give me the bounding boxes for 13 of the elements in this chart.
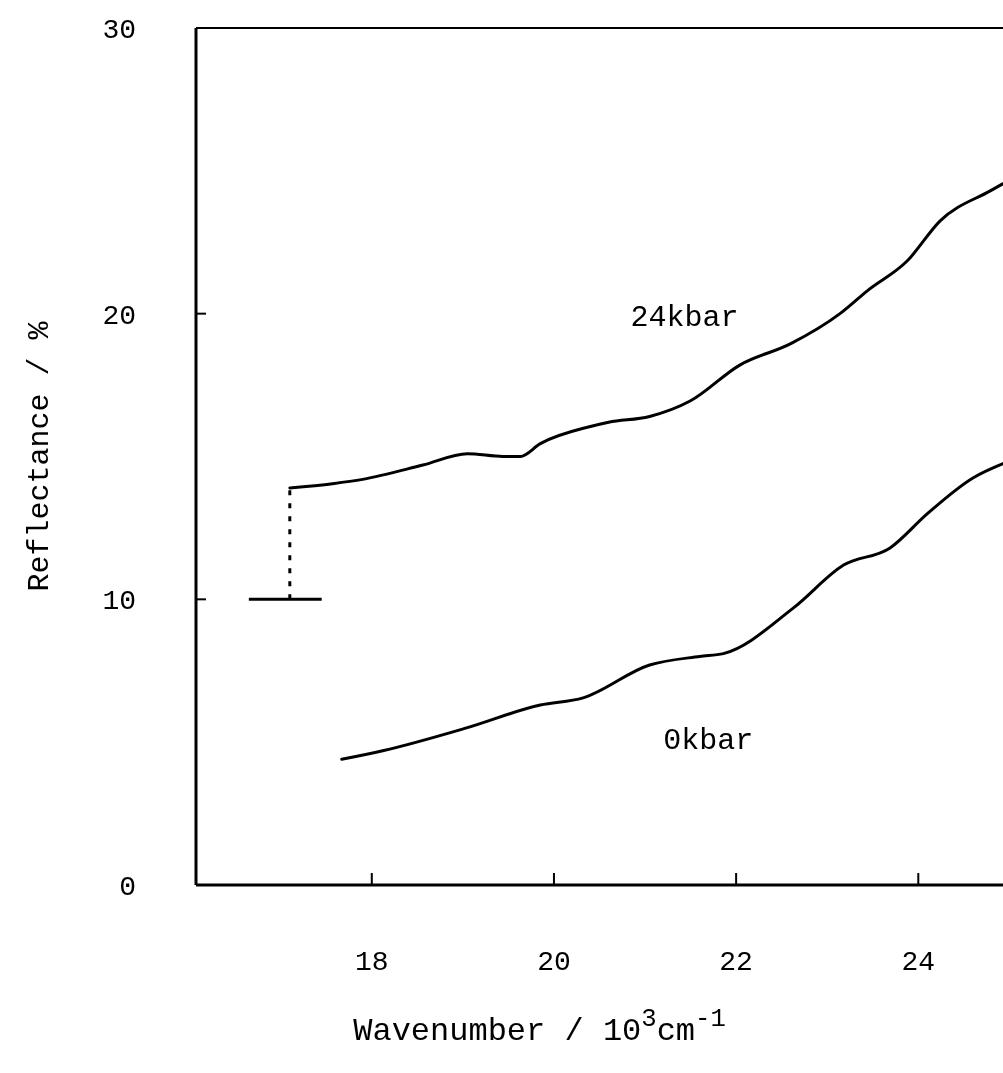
y-tick-label: 30 [102,15,136,46]
x-tick-label: 20 [537,947,571,978]
x-tick-label: 18 [354,947,389,978]
series-label: 24kbar [630,300,739,335]
x-axis-title: Wavenumber / 10$^{3}$cm$^{-1}$ [353,1004,726,1050]
y-tick-label: 20 [102,300,136,332]
x-tick-label: 22 [719,947,753,978]
line-series [340,462,1003,761]
y-axis-title: Reflectance / % [23,320,57,592]
y-tick-label: 0 [119,872,136,903]
x-tick-label: 24 [901,947,936,978]
y-tick-label: 10 [102,586,136,618]
series-label: 0kbar [663,723,754,758]
